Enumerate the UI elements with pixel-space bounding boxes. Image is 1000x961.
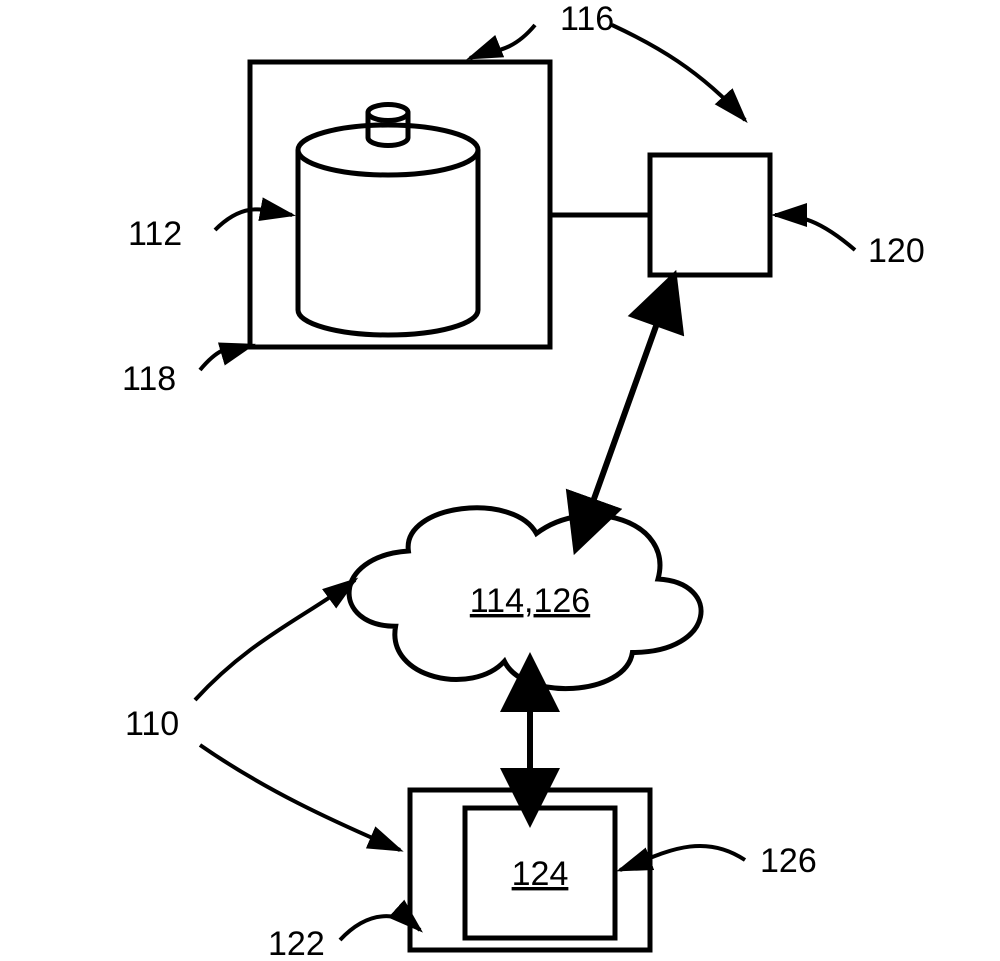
label-ref_116: 116 — [560, 0, 614, 38]
leader-l116_a — [470, 25, 535, 58]
label-ref_118: 118 — [122, 360, 176, 398]
label-ref_112: 112 — [128, 215, 182, 253]
cylinder-body — [298, 150, 478, 335]
arrow-120-cloud — [590, 315, 660, 510]
leader-l110_a — [195, 580, 355, 700]
label-ref_122: 122 — [268, 925, 325, 961]
cloud-label: 114,126 — [470, 582, 590, 620]
cylinder-cap-top — [368, 105, 408, 121]
cylinder-top-ellipse — [298, 125, 478, 175]
label-ref_110: 110 — [125, 705, 179, 743]
leader-l116_b — [612, 25, 745, 120]
label-ref_120: 120 — [868, 232, 925, 270]
label-124: 124 — [512, 855, 569, 893]
leader-l118 — [200, 345, 252, 370]
leader-l120 — [775, 215, 855, 250]
leader-l112 — [215, 209, 292, 230]
leader-l126 — [620, 846, 745, 870]
label-ref_126: 126 — [760, 842, 817, 880]
leader-l110_b — [200, 745, 400, 850]
diagram-root: 114,126 124 116 112 120 118 110 122 126 — [0, 0, 1000, 961]
box-120 — [650, 155, 770, 275]
